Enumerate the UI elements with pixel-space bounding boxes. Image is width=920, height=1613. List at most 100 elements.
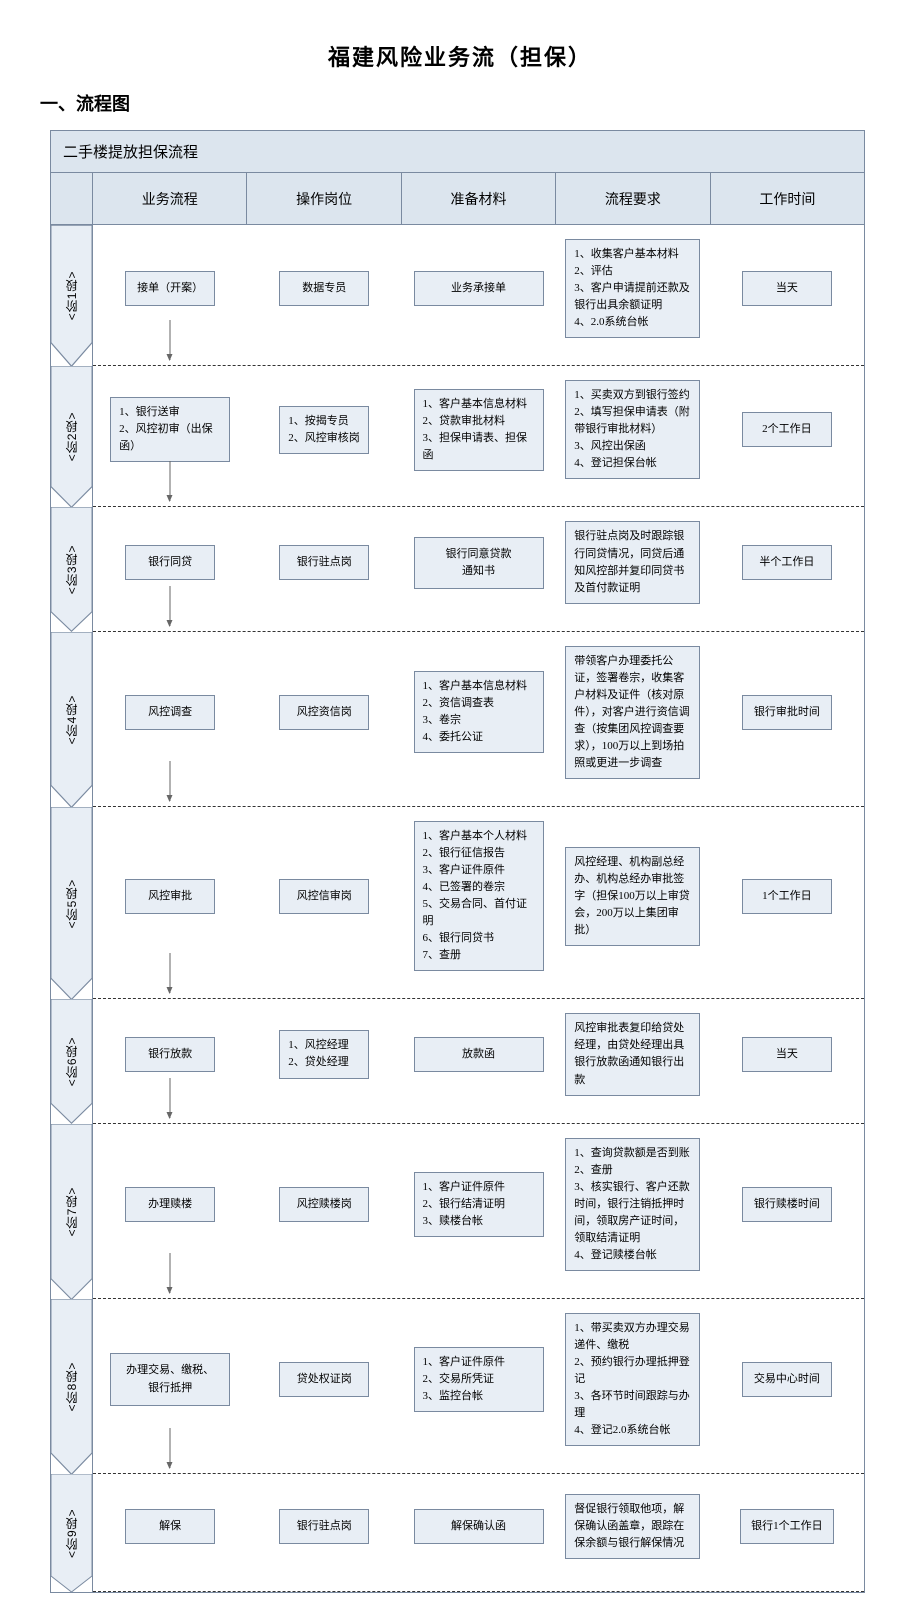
col-head-materials: 准备材料 xyxy=(402,173,556,224)
requirement-cell: 风控审批表复印给贷处经理，由贷处经理出具银行放款函通知银行出款 xyxy=(556,1009,710,1099)
stage-cells: 办理交易、缴税、银行抵押贷处权证岗1、客户证件原件 2、交易所凭证 3、监控台帐… xyxy=(93,1299,864,1474)
materials-cell: 1、客户基本个人材料 2、银行征信报告 3、客户证件原件 4、已签署的卷宗 5、… xyxy=(401,817,555,975)
process-cell: 1、银行送审 2、风控初审（出保函） xyxy=(93,376,247,483)
row-separator xyxy=(93,1591,864,1592)
arrow-down-icon xyxy=(170,586,171,626)
time-cell: 银行1个工作日 xyxy=(710,1484,864,1568)
arrow-down-icon xyxy=(170,761,171,801)
operator-cell: 银行驻点岗 xyxy=(247,1484,401,1568)
stage-row: <阶9段>解保银行驻点岗解保确认函督促银行领取他项，解保确认函盖章，跟踪在保余额… xyxy=(51,1474,864,1592)
requirement-cell: 带领客户办理委托公证，签署卷宗，收集客户材料及证件（核对原件），对客户进行资信调… xyxy=(556,642,710,783)
stage-label-text: <阶6段> xyxy=(51,999,92,1123)
stage-label-text: <阶1段> xyxy=(51,225,92,366)
stage-label: <阶2段> xyxy=(51,366,93,507)
requirement-box: 银行驻点岗及时跟踪银行同贷情况，同贷后通知风控部并复印同贷书及首付款证明 xyxy=(565,521,700,603)
time-box: 2个工作日 xyxy=(742,412,832,447)
operator-cell: 1、按揭专员 2、风控审核岗 xyxy=(247,376,401,483)
process-cell: 风控审批 xyxy=(93,817,247,975)
stage-label-text: <阶5段> xyxy=(51,807,92,999)
time-box: 银行赎楼时间 xyxy=(742,1187,832,1222)
col-head-requirement: 流程要求 xyxy=(556,173,710,224)
process-box: 风控审批 xyxy=(125,879,215,914)
stage-row: <阶4段> 风控调查 风控资信岗 1、客户基本信息材料 2、资信调查表 3、卷宗 4、… xyxy=(51,632,864,807)
process-box: 解保 xyxy=(125,1509,215,1544)
stage-cells: 银行同贷 银行驻点岗 银行同意贷款 通知书银行驻点岗及时跟踪银行同贷情况，同贷后通知… xyxy=(93,507,864,631)
stage-label: <阶7段> xyxy=(51,1124,93,1299)
requirement-cell: 银行驻点岗及时跟踪银行同贷情况，同贷后通知风控部并复印同贷书及首付款证明 xyxy=(556,517,710,607)
col-head-time: 工作时间 xyxy=(711,173,864,224)
operator-cell: 风控资信岗 xyxy=(247,642,401,783)
process-cell: 银行同贷 xyxy=(93,517,247,607)
materials-box: 1、客户基本信息材料 2、贷款审批材料 3、担保申请表、担保函 xyxy=(414,389,544,471)
stage-label-text: <阶7段> xyxy=(51,1124,92,1299)
stage-label-text: <阶8段> xyxy=(51,1299,92,1474)
stage-cells: 接单（开案）数据专员业务承接单1、收集客户基本材料 2、评估 3、客户申请提前还… xyxy=(93,225,864,366)
requirement-cell: 1、收集客户基本材料 2、评估 3、客户申请提前还款及银行出具余额证明 4、2.… xyxy=(556,235,710,342)
operator-cell: 数据专员 xyxy=(247,235,401,342)
operator-cell: 银行驻点岗 xyxy=(247,517,401,607)
operator-box: 风控资信岗 xyxy=(279,695,369,730)
materials-cell: 1、客户证件原件 2、交易所凭证 3、监控台帐 xyxy=(401,1309,555,1450)
stage-row: <阶2段>1、银行送审 2、风控初审（出保函）1、按揭专员 2、风控审核岗1、客… xyxy=(51,366,864,507)
process-cell: 解保 xyxy=(93,1484,247,1568)
materials-cell: 1、客户证件原件 2、银行结清证明 3、赎楼台帐 xyxy=(401,1134,555,1275)
operator-box: 银行驻点岗 xyxy=(279,545,369,580)
process-cell: 银行放款 xyxy=(93,1009,247,1099)
flowchart-title: 二手楼提放担保流程 xyxy=(51,131,864,173)
time-box: 当天 xyxy=(742,271,832,306)
stage-row: <阶6段> 银行放款 1、风控经理 2、贷处经理 放款函风控审批表复印给贷处经理，由贷… xyxy=(51,999,864,1123)
time-cell: 当天 xyxy=(710,1009,864,1099)
stage-cells: 解保银行驻点岗解保确认函督促银行领取他项，解保确认函盖章，跟踪在保余额与银行解保… xyxy=(93,1474,864,1592)
materials-cell: 放款函 xyxy=(401,1009,555,1099)
time-cell: 半个工作日 xyxy=(710,517,864,607)
materials-box: 1、客户证件原件 2、交易所凭证 3、监控台帐 xyxy=(414,1347,544,1412)
materials-cell: 1、客户基本信息材料 2、资信调查表 3、卷宗 4、委托公证 xyxy=(401,642,555,783)
operator-box: 数据专员 xyxy=(279,271,369,306)
operator-cell: 风控信审岗 xyxy=(247,817,401,975)
requirement-box: 风控审批表复印给贷处经理，由贷处经理出具银行放款函通知银行出款 xyxy=(565,1013,700,1095)
arrow-down-icon xyxy=(170,1078,171,1118)
section-heading: 一、流程图 xyxy=(40,90,880,116)
columns-header: 业务流程 操作岗位 准备材料 流程要求 工作时间 xyxy=(51,173,864,225)
process-box: 银行放款 xyxy=(125,1037,215,1072)
col-head-process: 业务流程 xyxy=(93,173,247,224)
materials-box: 1、客户基本信息材料 2、资信调查表 3、卷宗 4、委托公证 xyxy=(414,671,544,753)
stages-container: <阶1段>接单（开案）数据专员业务承接单1、收集客户基本材料 2、评估 3、客户… xyxy=(51,225,864,1592)
process-box: 接单（开案） xyxy=(125,271,215,306)
stage-label-text: <阶4段> xyxy=(51,632,92,807)
materials-box: 银行同意贷款 通知书 xyxy=(414,537,544,589)
stage-label-text: <阶2段> xyxy=(51,366,92,507)
time-cell: 交易中心时间 xyxy=(710,1309,864,1450)
stage-label: <阶1段> xyxy=(51,225,93,366)
time-box: 半个工作日 xyxy=(742,545,832,580)
stage-cells: 银行放款 1、风控经理 2、贷处经理 放款函风控审批表复印给贷处经理，由贷处经理出具… xyxy=(93,999,864,1123)
stage-label-text: <阶9段> xyxy=(51,1474,92,1592)
process-box: 银行同贷 xyxy=(125,545,215,580)
document-title: 福建风险业务流（担保） xyxy=(40,40,880,72)
stage-cells: 风控审批风控信审岗1、客户基本个人材料 2、银行征信报告 3、客户证件原件 4、… xyxy=(93,807,864,999)
requirement-cell: 1、带买卖双方办理交易递件、缴税 2、预约银行办理抵押登记 3、各环节时间跟踪与… xyxy=(556,1309,710,1450)
materials-cell: 解保确认函 xyxy=(401,1484,555,1568)
requirement-box: 1、买卖双方到银行签约 2、填写担保申请表（附带银行审批材料） 3、风控出保函 … xyxy=(565,380,700,479)
process-box: 办理交易、缴税、银行抵押 xyxy=(110,1353,230,1405)
process-cell: 办理赎楼 xyxy=(93,1134,247,1275)
materials-box: 解保确认函 xyxy=(414,1509,544,1544)
stage-label: <阶5段> xyxy=(51,807,93,999)
operator-cell: 风控赎楼岗 xyxy=(247,1134,401,1275)
time-box: 交易中心时间 xyxy=(742,1362,832,1397)
requirement-box: 风控经理、机构副总经办、机构总经办审批签字（担保100万以上审贷会，200万以上… xyxy=(565,847,700,946)
time-cell: 银行审批时间 xyxy=(710,642,864,783)
arrow-down-icon xyxy=(170,320,171,360)
time-box: 银行审批时间 xyxy=(742,695,832,730)
stage-cells: 风控调查 风控资信岗 1、客户基本信息材料 2、资信调查表 3、卷宗 4、委托公证带… xyxy=(93,632,864,807)
stage-row: <阶8段>办理交易、缴税、银行抵押贷处权证岗1、客户证件原件 2、交易所凭证 3… xyxy=(51,1299,864,1474)
materials-box: 放款函 xyxy=(414,1037,544,1072)
stage-label-text: <阶3段> xyxy=(51,507,92,631)
process-box: 办理赎楼 xyxy=(125,1187,215,1222)
operator-box: 1、风控经理 2、贷处经理 xyxy=(279,1030,369,1078)
process-box: 风控调查 xyxy=(125,695,215,730)
requirement-box: 1、收集客户基本材料 2、评估 3、客户申请提前还款及银行出具余额证明 4、2.… xyxy=(565,239,700,338)
operator-cell: 贷处权证岗 xyxy=(247,1309,401,1450)
stage-label: <阶3段> xyxy=(51,507,93,631)
arrow-down-icon xyxy=(170,953,171,993)
